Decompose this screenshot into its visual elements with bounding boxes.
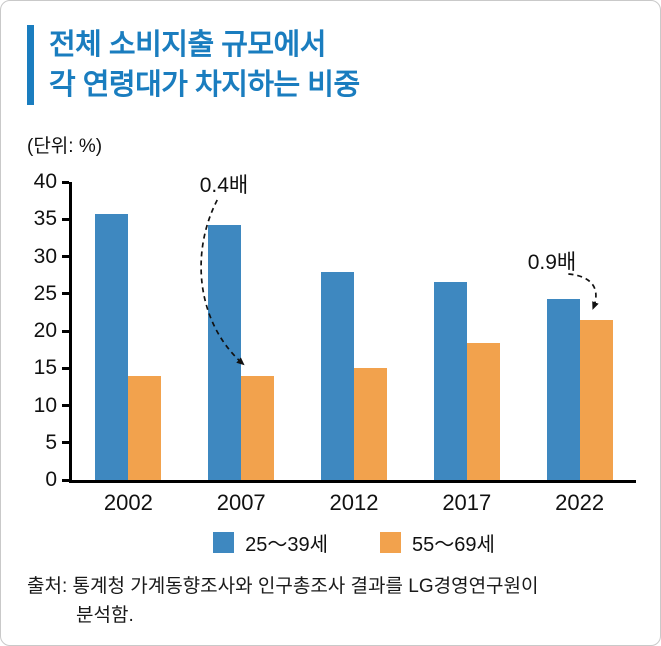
- legend-label-25-39: 25〜39세: [245, 534, 328, 557]
- y-tick-mark: [62, 217, 69, 221]
- y-tick-label: 15: [33, 356, 57, 380]
- y-tick-label: 30: [33, 244, 57, 268]
- bar-25〜39세-2012: [320, 272, 354, 481]
- y-tick-mark: [62, 329, 69, 333]
- x-tick-label: 2022: [555, 490, 605, 516]
- bar-group: [410, 182, 523, 481]
- y-tick-mark: [62, 180, 69, 184]
- legend-swatch-1: [380, 532, 401, 554]
- source-line1: 출처: 통계청 가계동향조사와 인구총조사 결과를 LG경영연구원이: [27, 576, 539, 598]
- y-tick-label: 10: [33, 393, 57, 417]
- plot-area: 0.4배 0.9배: [62, 174, 636, 484]
- title-accent-bar: [27, 25, 34, 106]
- y-tick-label: 40: [33, 170, 57, 194]
- chart-title: 전체 소비지출 규모에서 각 연령대가 차지하는 비중: [49, 25, 360, 105]
- bar-55〜69세-2002: [128, 375, 162, 481]
- y-tick-label: 0: [45, 468, 57, 492]
- x-tick-label: 2012: [329, 490, 379, 516]
- bar-55〜69세-2017: [466, 342, 500, 481]
- chart-title-line1: 전체 소비지출 규모에서: [49, 29, 326, 61]
- bar-group: [72, 182, 185, 481]
- chart: 0 5 10 15 20 25 30 35 40 0.4배 0.9배: [27, 171, 636, 490]
- y-tick-mark: [62, 441, 69, 445]
- bar-group: [523, 182, 636, 481]
- y-tick-mark: [62, 255, 69, 259]
- x-tick-label: 2007: [216, 490, 266, 516]
- source-line2: 분석함.: [76, 604, 134, 626]
- legend-label-55-69: 55〜69세: [412, 534, 495, 557]
- bar-25〜39세-2002: [95, 214, 129, 481]
- y-tick-mark: [62, 292, 69, 296]
- y-tick-mark: [62, 366, 69, 370]
- x-tick-label: 2002: [103, 490, 153, 516]
- legend-item-55-69: 55〜69세: [380, 528, 495, 557]
- bar-group: [298, 182, 411, 481]
- annotation-0-9x: 0.9배: [527, 251, 577, 275]
- title-block: 전체 소비지출 규모에서 각 연령대가 차지하는 비중: [27, 25, 636, 106]
- y-tick-mark: [62, 478, 69, 482]
- bar-25〜39세-2017: [433, 281, 467, 481]
- y-tick-label: 20: [33, 319, 57, 343]
- bar-55〜69세-2022: [579, 319, 613, 481]
- y-tick-label: 25: [33, 281, 57, 305]
- legend: 25〜39세 55〜69세: [72, 528, 636, 557]
- legend-swatch-0: [213, 532, 235, 554]
- x-tick-label: 2017: [442, 490, 492, 516]
- unit-label: (단위: %): [27, 136, 103, 158]
- annotation-0-4x: 0.4배: [199, 174, 249, 198]
- y-tick-mark: [62, 404, 69, 408]
- bar-25〜39세-2007: [208, 224, 242, 481]
- bar-groups: [72, 182, 636, 481]
- chart-title-line2: 각 연령대가 차지하는 비중: [49, 69, 360, 102]
- y-tick-label: 35: [33, 207, 57, 231]
- legend-item-25-39: 25〜39세: [213, 528, 328, 557]
- bar-25〜39세-2022: [546, 299, 580, 481]
- y-axis-labels: 0 5 10 15 20 25 30 35 40: [27, 171, 69, 490]
- bar-group: [185, 182, 298, 481]
- source-note: 출처: 통계청 가계동향조사와 인구총조사 결과를 LG경영연구원이 분석함.: [27, 573, 636, 630]
- y-tick-label: 5: [45, 430, 57, 454]
- bar-55〜69세-2007: [241, 375, 275, 481]
- bar-55〜69세-2012: [353, 368, 387, 481]
- x-axis-labels: 2002 2007 2012 2017 2022: [72, 490, 636, 516]
